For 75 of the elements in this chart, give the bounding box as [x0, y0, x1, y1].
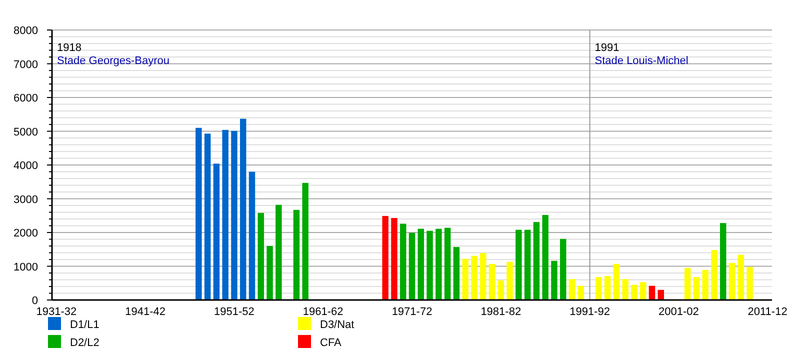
bar [258, 212, 264, 300]
bar [506, 262, 513, 300]
y-tick-label: 3000 [14, 194, 38, 206]
y-tick-label: 0 [32, 295, 38, 307]
y-tick-label: 2000 [14, 228, 38, 240]
bar [578, 286, 584, 300]
bar [462, 258, 468, 300]
bar [568, 279, 576, 300]
legend-label: D3/Nat [320, 319, 354, 331]
bar [498, 280, 504, 300]
bar [436, 228, 442, 300]
bar [408, 232, 416, 300]
bar [622, 279, 628, 300]
x-tick-label: 2001-02 [658, 306, 699, 318]
y-tick-label: 7000 [14, 58, 38, 71]
bar [391, 218, 398, 300]
y-tick-label: 5000 [14, 126, 38, 138]
y-tick-label: 8000 [14, 25, 38, 37]
bar [702, 270, 708, 300]
x-tick-label: 1961-62 [302, 306, 344, 318]
bar [444, 228, 451, 300]
bar [426, 230, 433, 300]
bar [516, 230, 522, 300]
bar [302, 182, 308, 300]
x-tick-label: 1941-42 [125, 306, 166, 318]
legend-label: D2/L2 [70, 337, 100, 349]
bar [604, 276, 611, 300]
y-tick-label: 1000 [14, 261, 38, 274]
y-tick-label: 4000 [14, 160, 38, 172]
x-tick-label: 1931-32 [36, 306, 77, 318]
bar [231, 130, 238, 300]
bar [196, 128, 202, 300]
bar [400, 224, 406, 300]
bar [471, 256, 478, 300]
bar [551, 260, 558, 300]
bar [596, 277, 602, 300]
bar [684, 268, 691, 300]
ref-line-label: 1991 Stade Louis-Michel [594, 42, 688, 67]
bar [488, 264, 496, 300]
bar [480, 253, 486, 300]
bar [293, 210, 300, 300]
bar [240, 118, 246, 300]
bar [711, 250, 718, 300]
bar [738, 254, 744, 300]
bar [533, 222, 540, 300]
bar [418, 228, 424, 300]
x-tick-label: 1981-82 [480, 306, 522, 318]
bar [204, 134, 211, 300]
bar [222, 130, 228, 300]
bar [648, 286, 656, 300]
x-tick-label: 1951-52 [214, 306, 254, 318]
x-tick-label: 1971-72 [392, 306, 432, 318]
bar [640, 282, 646, 300]
x-tick-label: 2011-12 [748, 306, 788, 318]
annotation: 1918 Stade Georges-Bayrou [57, 42, 170, 67]
bar [693, 277, 700, 300]
legend-label: CFA [320, 337, 342, 349]
bar [658, 290, 664, 300]
bar [728, 262, 736, 300]
bar [560, 238, 566, 300]
bar [453, 247, 460, 300]
bar [266, 246, 273, 300]
bar [542, 214, 548, 300]
bar [276, 204, 282, 300]
x-tick-label: 1991-92 [570, 306, 610, 318]
bar [720, 223, 726, 300]
bar [213, 164, 220, 300]
bar [746, 266, 753, 300]
bar [524, 230, 531, 300]
y-tick-label: 6000 [14, 92, 38, 104]
legend-label: D1/L1 [70, 319, 100, 331]
bar [613, 264, 620, 300]
bar [382, 216, 388, 300]
bar [631, 284, 638, 300]
bar [248, 172, 256, 300]
